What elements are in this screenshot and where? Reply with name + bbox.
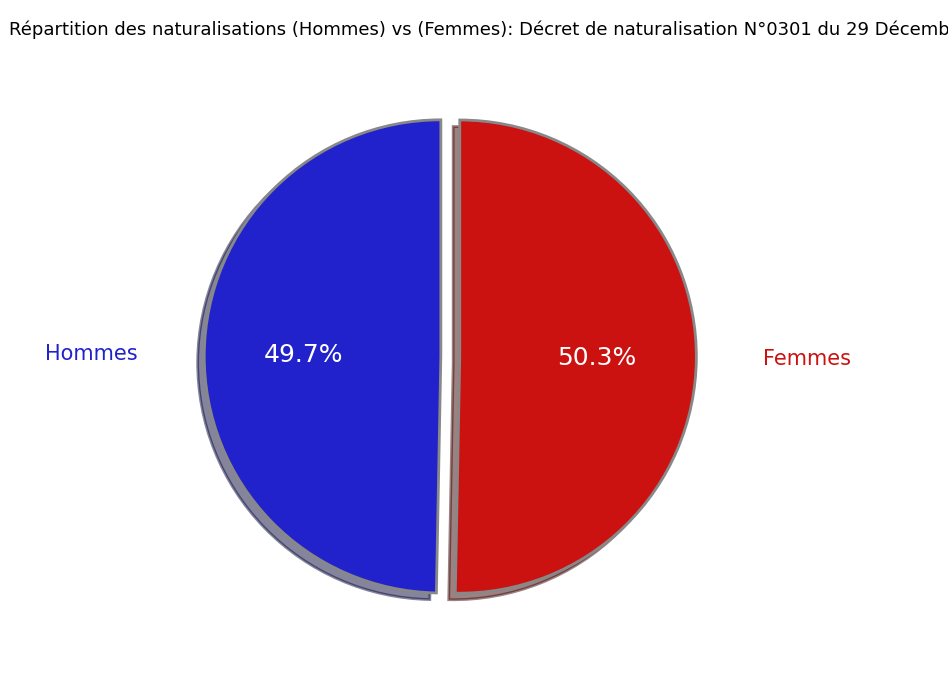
- Text: 50.3%: 50.3%: [557, 346, 637, 370]
- Text: Femmes: Femmes: [762, 350, 850, 370]
- Text: Répartition des naturalisations (Hommes) vs (Femmes): Décret de naturalisation N: Répartition des naturalisations (Hommes)…: [9, 21, 948, 39]
- Text: 49.7%: 49.7%: [264, 343, 343, 367]
- Wedge shape: [204, 120, 441, 593]
- Wedge shape: [455, 120, 697, 593]
- Text: Hommes: Hommes: [46, 343, 138, 363]
